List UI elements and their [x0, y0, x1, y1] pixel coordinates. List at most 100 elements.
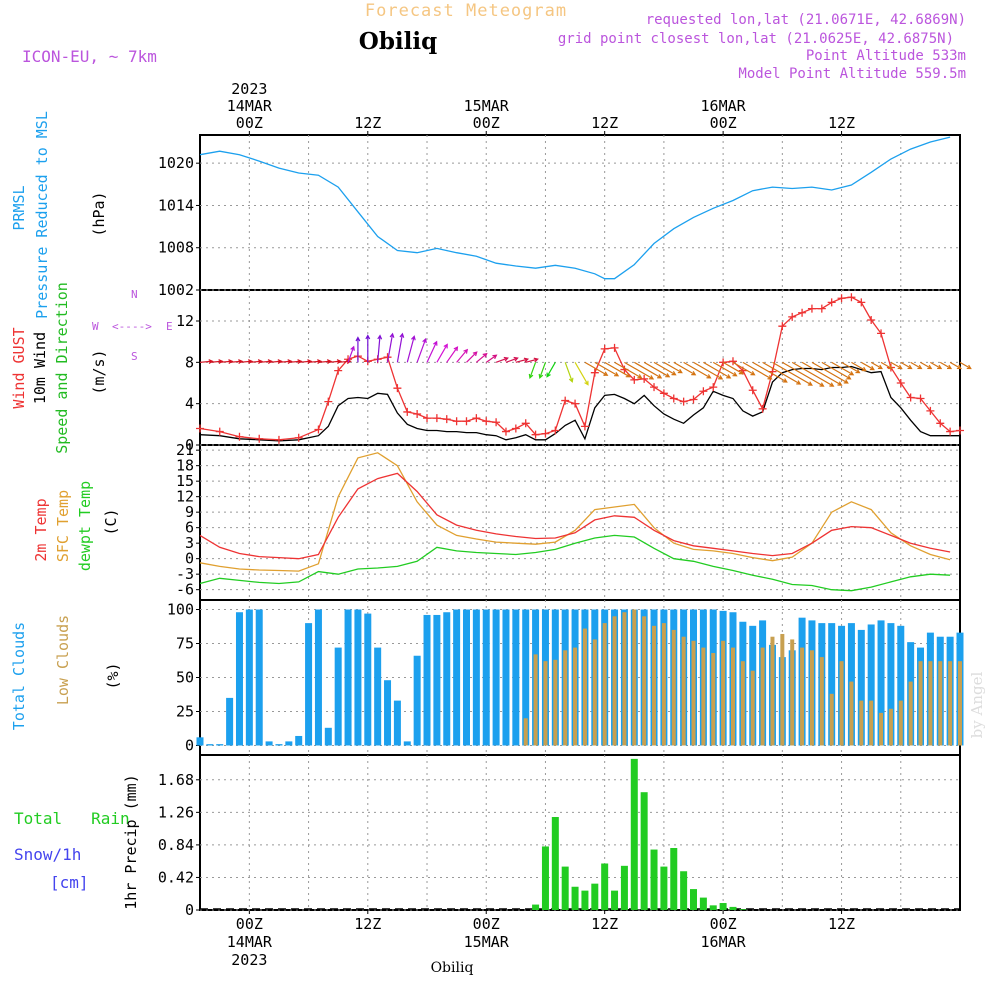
rain-bar	[640, 792, 648, 910]
low-cloud-bar	[809, 650, 814, 746]
precip-ytick-label: 1.68	[158, 771, 194, 789]
wind-gust-line-marker	[610, 343, 619, 352]
wind-gust-line-marker	[867, 315, 876, 324]
pressure-unit: (hPa)	[90, 191, 108, 236]
total-cloud-bar	[857, 629, 865, 746]
rain-bar	[611, 890, 619, 910]
total-cloud-bar	[305, 623, 313, 746]
low-cloud-bar	[888, 708, 893, 746]
precip-unit: 1hr Precip (mm)	[122, 774, 140, 909]
total-cloud-bar	[384, 680, 392, 746]
wind-gust-line-marker	[580, 422, 589, 431]
temperature-ytick-label: -3	[176, 565, 194, 583]
wind-gust-line-marker	[709, 383, 718, 392]
pressure-line	[199, 136, 951, 280]
wind-direction-arrow	[782, 361, 825, 387]
wind-direction-arrow	[949, 361, 962, 370]
wind-direction-arrow	[594, 361, 620, 377]
clouds-unit: (%)	[104, 662, 122, 689]
low-cloud-bar	[582, 628, 587, 746]
time-label-top: 00Z	[710, 114, 737, 132]
wind-speed-line	[199, 365, 960, 442]
wind-gust-line-marker	[728, 357, 737, 366]
low-cloud-bar	[829, 693, 834, 746]
temperature-ytick-label: 18	[176, 457, 194, 475]
rain-bar	[729, 906, 737, 910]
wind-direction-arrow	[365, 334, 371, 363]
low-cloud-bar	[602, 623, 607, 746]
wind-direction-arrow	[890, 361, 903, 370]
wind-ytick-label: 0	[185, 436, 194, 454]
rain-bar	[541, 846, 549, 910]
wind-direction-arrow	[355, 336, 361, 363]
low-cloud-bar	[721, 640, 726, 746]
wind-gust-line-marker	[403, 407, 412, 416]
low-cloud-bar	[612, 616, 617, 746]
wind-gust-line-marker	[689, 395, 698, 404]
low-cloud-bar	[652, 625, 657, 746]
total-cloud-bar	[433, 614, 441, 746]
wind-gust-line-marker	[541, 429, 550, 438]
wind-gust-line-marker	[758, 404, 767, 413]
wind-direction-arrow	[396, 332, 405, 363]
clouds-ytick-label: 0	[185, 736, 194, 754]
time-label-bottom: 12Z	[828, 915, 855, 933]
rain-bar	[650, 849, 658, 910]
wind-gust-line-marker	[413, 410, 422, 418]
wind-direction-arrow	[939, 361, 953, 370]
total-cloud-bar	[423, 614, 431, 746]
requested-coords: requested lon,lat (21.0671E, 42.6869N)	[646, 12, 966, 28]
pressure-label-1: PRMSL	[10, 185, 28, 230]
temperature-ytick-label: 21	[176, 441, 194, 459]
wind-direction-arrow	[870, 361, 883, 370]
rain-bar	[561, 866, 569, 910]
temperature-ytick-label: 9	[185, 503, 194, 521]
wind-panel: 0 4 8 12	[176, 290, 972, 454]
total-cloud-bar	[334, 647, 342, 746]
time-label-bottom: 00Z	[710, 915, 737, 933]
time-label-top: 16MAR	[701, 97, 747, 115]
total-cloud-bar	[255, 609, 263, 746]
wind-gust-line-marker	[492, 418, 501, 427]
model-altitude: Model Point Altitude 559.5m	[738, 66, 966, 82]
wind-direction-arrow	[643, 361, 671, 378]
wind-gust-line-marker	[314, 425, 323, 434]
time-label-bottom: 2023	[231, 951, 267, 969]
temperature-panel-frame	[199, 444, 961, 601]
model-name: ICON-EU, ~ 7km	[22, 47, 157, 66]
rain-bar	[660, 866, 668, 910]
low-cloud-bar	[908, 681, 913, 746]
wind-ytick-label: 8	[185, 353, 194, 371]
pressure-panel: 1002 1008 1014 1020	[158, 135, 960, 299]
rain-bar	[680, 871, 688, 910]
wind-gust-line-marker	[551, 426, 560, 435]
wind-direction-arrow	[515, 357, 530, 363]
total-cloud-bar	[867, 624, 875, 746]
wind-gust-line-marker	[896, 379, 905, 387]
total-cloud-bar	[314, 609, 322, 746]
precip-label-rain: Total Rain	[14, 809, 130, 828]
wind-direction-arrow	[860, 361, 875, 371]
wind-direction-arrow	[416, 337, 427, 363]
wind-gust-line-marker	[669, 394, 678, 403]
total-cloud-bar	[285, 741, 293, 746]
rain-bar	[581, 890, 589, 910]
wind-gust-line-marker	[817, 304, 826, 313]
low-cloud-bar	[928, 661, 933, 746]
rain-bar	[551, 817, 559, 910]
temp-label-3: dewpt Temp	[76, 481, 94, 571]
time-label-bottom: 15MAR	[464, 933, 510, 951]
wind-direction-arrow	[742, 361, 773, 380]
wind-direction-arrow	[752, 361, 788, 383]
wind-gust-line-marker	[650, 383, 659, 392]
temperature-side-labels: 2m Temp SFC Temp dewpt Temp (C)	[32, 481, 120, 571]
wind-direction-arrow	[584, 361, 609, 376]
low-cloud-bar	[819, 657, 824, 746]
low-cloud-bar	[839, 661, 844, 746]
wind-direction-arrow	[900, 361, 913, 370]
wind-gust-line-marker	[590, 368, 599, 377]
rain-bar	[630, 758, 638, 910]
wind-direction-arrow	[633, 361, 663, 379]
total-cloud-bar	[354, 609, 362, 746]
